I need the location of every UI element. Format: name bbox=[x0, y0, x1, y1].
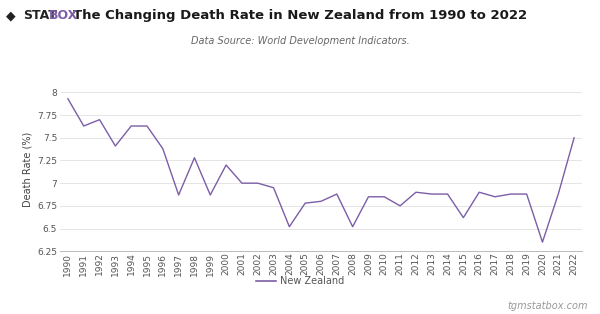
Text: Data Source: World Development Indicators.: Data Source: World Development Indicator… bbox=[191, 36, 409, 46]
Legend: New Zealand: New Zealand bbox=[253, 273, 347, 290]
Text: STAT: STAT bbox=[23, 9, 56, 22]
Text: tgmstatbox.com: tgmstatbox.com bbox=[508, 301, 588, 311]
Text: The Changing Death Rate in New Zealand from 1990 to 2022: The Changing Death Rate in New Zealand f… bbox=[73, 9, 527, 22]
Text: BOX: BOX bbox=[49, 9, 79, 22]
Text: ◆: ◆ bbox=[6, 9, 16, 22]
Y-axis label: Death Rate (%): Death Rate (%) bbox=[23, 132, 33, 207]
